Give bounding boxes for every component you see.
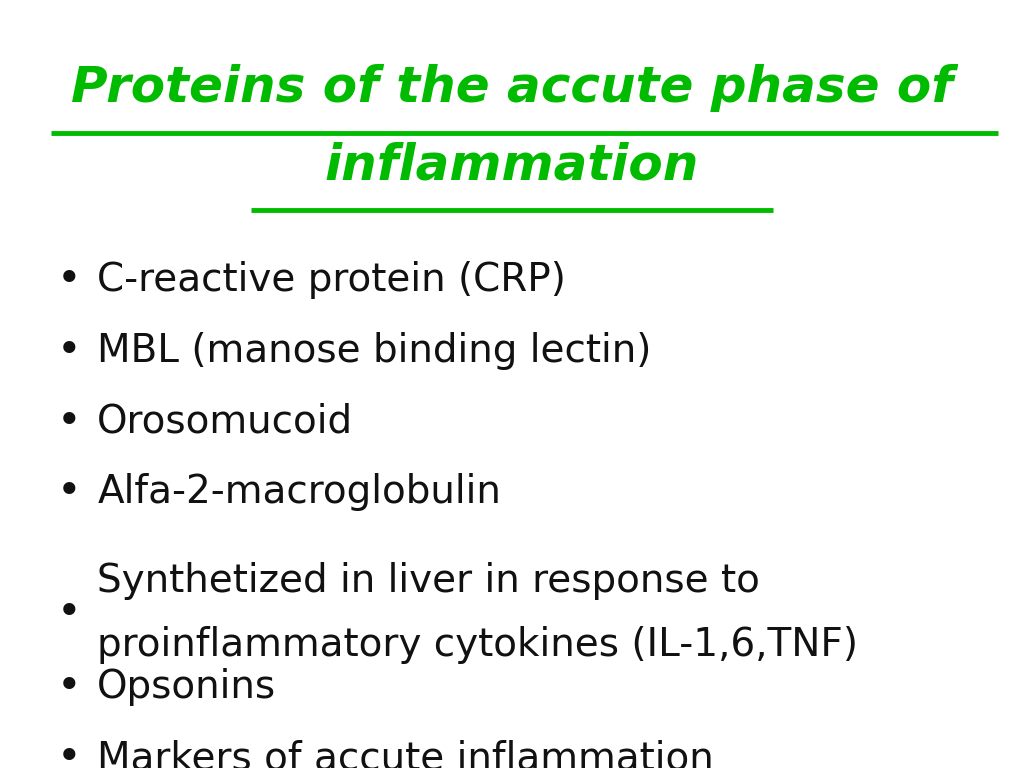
Text: Synthetized in liver in response to: Synthetized in liver in response to [97,561,760,600]
Text: •: • [56,401,81,442]
Text: Opsonins: Opsonins [97,668,276,707]
Text: proinflammatory cytokines (IL-1,6,TNF): proinflammatory cytokines (IL-1,6,TNF) [97,626,858,664]
Text: C-reactive protein (CRP): C-reactive protein (CRP) [97,261,566,300]
Text: •: • [56,260,81,301]
Text: •: • [56,330,81,372]
Text: •: • [56,667,81,708]
Text: MBL (manose binding lectin): MBL (manose binding lectin) [97,332,651,370]
Text: inflammation: inflammation [325,141,699,189]
Text: Orosomucoid: Orosomucoid [97,402,353,441]
Text: Markers of accute inflammation: Markers of accute inflammation [97,739,714,768]
Text: Alfa-2-macroglobulin: Alfa-2-macroglobulin [97,473,501,511]
Text: •: • [56,737,81,768]
Text: Proteins of the accute phase of: Proteins of the accute phase of [71,65,953,112]
Text: •: • [56,592,81,634]
Text: •: • [56,472,81,513]
